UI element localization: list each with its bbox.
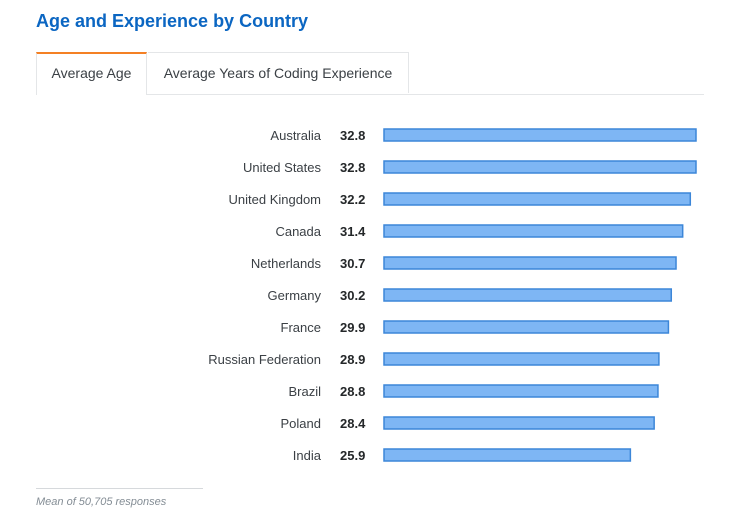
bar xyxy=(383,224,684,238)
value-label: 32.8 xyxy=(340,128,365,143)
category-label: Brazil xyxy=(288,384,321,399)
tab-average-age[interactable]: Average Age xyxy=(36,52,147,95)
bar xyxy=(383,384,659,398)
category-label: United States xyxy=(243,160,322,175)
value-label: 32.2 xyxy=(340,192,365,207)
bar xyxy=(383,128,697,142)
value-label: 32.8 xyxy=(340,160,365,175)
bar xyxy=(383,320,670,334)
footnote: Mean of 50,705 responses xyxy=(36,496,167,508)
category-label: India xyxy=(293,448,322,463)
bar xyxy=(383,352,660,366)
bar xyxy=(383,192,692,206)
value-label: 30.7 xyxy=(340,256,365,271)
value-label: 31.4 xyxy=(340,224,366,239)
bar xyxy=(383,448,632,462)
category-label: Canada xyxy=(275,224,321,239)
bar xyxy=(383,160,697,174)
category-label: Russian Federation xyxy=(208,352,321,367)
bar xyxy=(383,288,673,302)
tab-average-coding-experience[interactable]: Average Years of Coding Experience xyxy=(148,52,409,93)
value-label: 25.9 xyxy=(340,448,365,463)
value-label: 30.2 xyxy=(340,288,365,303)
category-label: Poland xyxy=(281,416,321,431)
value-label: 29.9 xyxy=(340,320,365,335)
category-label: Germany xyxy=(268,288,322,303)
category-label: United Kingdom xyxy=(229,192,322,207)
category-label: Netherlands xyxy=(251,256,322,271)
value-label: 28.8 xyxy=(340,384,365,399)
value-label: 28.9 xyxy=(340,352,365,367)
chart-title: Age and Experience by Country xyxy=(36,11,309,31)
footnote-divider xyxy=(36,488,203,489)
tab-bar: Average Age Average Years of Coding Expe… xyxy=(36,52,704,95)
category-label: France xyxy=(281,320,321,335)
category-label: Australia xyxy=(270,128,321,143)
value-label: 28.4 xyxy=(340,416,366,431)
bar xyxy=(383,416,655,430)
bar xyxy=(383,256,677,270)
